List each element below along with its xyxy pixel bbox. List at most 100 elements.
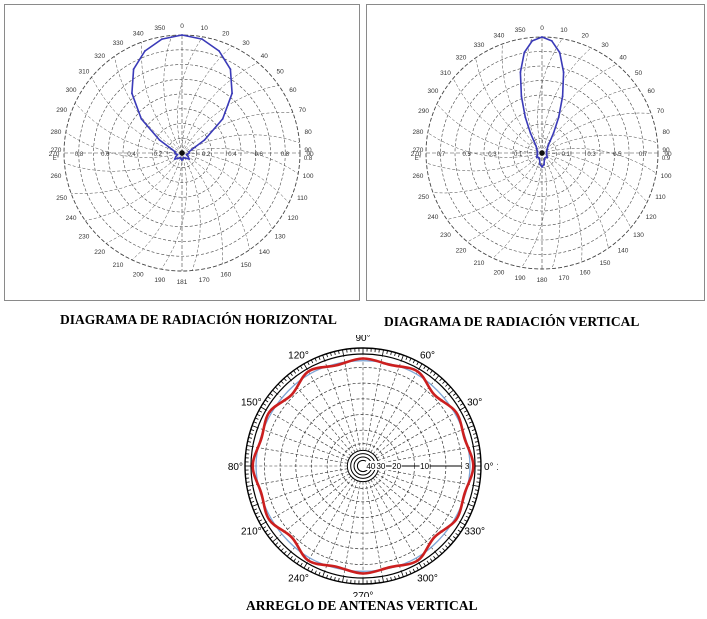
pattern-point [175, 155, 177, 158]
pattern-point [161, 38, 163, 40]
bezel-tick [246, 485, 253, 487]
bezel-tick [447, 542, 451, 546]
bezel-tick [262, 403, 267, 406]
bezel-tick [286, 551, 292, 557]
grid-spoke [306, 479, 356, 564]
ring-label: 0.6 [101, 152, 110, 158]
angle-label: 120 [646, 214, 657, 221]
angle-label: 80 [662, 129, 670, 136]
angle-label: 40 [619, 55, 627, 62]
grid-spoke [378, 446, 474, 464]
angle-label: 120° [288, 350, 309, 361]
bezel-tick [442, 380, 446, 384]
bezel-tick [448, 389, 454, 395]
angle-label: 20 [581, 33, 589, 40]
angle-label: 210 [113, 262, 124, 269]
grid-spoke [106, 152, 183, 244]
pattern-point [221, 118, 224, 120]
bezel-tick [439, 550, 443, 554]
angle-label: 310 [440, 70, 451, 77]
grid-spoke [377, 471, 469, 505]
pattern-point [182, 156, 185, 159]
angle-label: 350 [515, 27, 526, 34]
grid-spoke [252, 468, 348, 486]
grid-spoke [541, 152, 561, 269]
ring-label: 0.7 [437, 152, 446, 158]
bezel-tick [318, 572, 321, 576]
angle-label: 180 [537, 277, 548, 284]
grid-spoke [131, 152, 183, 261]
edge-label: 270 [413, 147, 424, 154]
bezel-tick [423, 562, 426, 567]
angle-label: 290 [56, 107, 67, 114]
angle-label: 240 [66, 215, 77, 222]
angle-label: 130 [275, 233, 286, 240]
bezel-tick [418, 562, 423, 569]
pattern-point [185, 153, 188, 156]
pattern-point [557, 116, 560, 119]
pattern-point [185, 157, 188, 160]
pattern-point [171, 148, 173, 151]
edge-label: E° [53, 156, 60, 162]
bezel-tick [314, 358, 317, 362]
grid-spoke [265, 409, 350, 459]
bezel-tick [426, 560, 430, 565]
pattern-point [188, 152, 191, 154]
center-marker [179, 150, 185, 156]
bezel-tick [286, 375, 292, 381]
angle-label: 270° [353, 591, 374, 597]
grid-spoke [372, 477, 436, 552]
pattern-point [174, 150, 176, 153]
pattern-point [543, 163, 545, 166]
bezel-tick [382, 576, 384, 583]
bezel-tick [457, 399, 462, 403]
angle-label: 110 [297, 195, 308, 202]
angle-label: 160 [220, 271, 231, 278]
angle-label: 20 [222, 31, 230, 38]
grid-spoke [372, 380, 436, 455]
pattern-point [131, 92, 133, 95]
angle-label: 40 [261, 53, 269, 60]
angle-label: 10 [560, 27, 568, 34]
pattern-point [561, 95, 564, 98]
grid-spoke [161, 152, 187, 270]
angle-label: 30° [467, 398, 482, 409]
bezel-tick [474, 489, 479, 491]
angle-label: 280 [50, 129, 61, 136]
radial-label: 3 [465, 462, 470, 471]
radial-label-bg [391, 461, 402, 470]
angle-label: 270 [411, 151, 422, 158]
ring-label: 0.3 [587, 152, 596, 158]
angle-label: 340 [133, 31, 144, 38]
pattern-point [535, 145, 537, 147]
bezel-tick [398, 574, 400, 579]
angle-label: 10 [201, 25, 209, 32]
angle-label: 160 [580, 269, 591, 276]
bezel-tick [303, 363, 308, 370]
bezel-tick [457, 529, 462, 533]
bezel-tick [400, 354, 404, 361]
bezel-tick [280, 548, 284, 552]
angle-label: 90 [664, 151, 672, 158]
bezel-tick [465, 515, 470, 519]
angle-label: 330 [474, 42, 485, 49]
bezel-tick [473, 445, 480, 447]
grid-spoke [290, 380, 354, 455]
bezel-tick [293, 370, 297, 374]
pattern-point [541, 166, 543, 168]
bezel-tick [459, 521, 466, 526]
pattern-point [538, 158, 541, 161]
bezel-tick [326, 353, 328, 358]
grid-spoke [181, 152, 290, 204]
bezel-tick [390, 577, 392, 581]
bezel-tick [409, 358, 412, 362]
bezel-tick [405, 356, 408, 360]
angle-label: 230 [440, 232, 451, 239]
bezel-tick [296, 367, 300, 372]
pattern-point [187, 155, 190, 158]
bezel-tick [267, 396, 271, 400]
ring-label: 0.5 [613, 152, 622, 158]
array-pattern-red [251, 357, 475, 575]
grid-spoke [374, 475, 449, 539]
bezel-tick [269, 393, 274, 396]
